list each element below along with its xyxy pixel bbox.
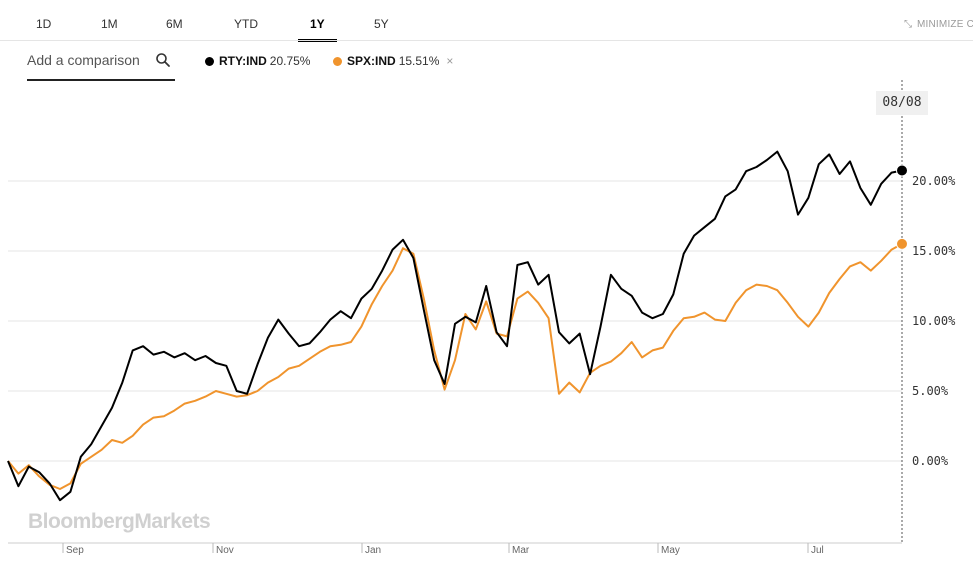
x-tick-label: May (661, 545, 680, 556)
legend-item-spx: SPX:IND 15.51% × (333, 54, 453, 68)
legend-symbol: SPX:IND (347, 54, 396, 68)
legend-change: 15.51% (398, 54, 440, 68)
rty-dot-icon (205, 57, 214, 66)
y-tick-label: 0.00% (912, 454, 949, 468)
comparison-input-placeholder[interactable]: Add a comparison (27, 52, 140, 68)
series-line-rty (7, 150, 903, 502)
y-tick-label: 20.00% (912, 174, 956, 188)
crosshair-date-label: 08/08 (876, 91, 928, 115)
x-tick-label: Jan (365, 545, 381, 556)
search-icon[interactable] (155, 52, 171, 68)
series-end-marker-rty (896, 164, 908, 177)
x-tick-label: Nov (216, 545, 234, 556)
tab-ytd[interactable]: YTD (234, 17, 258, 31)
y-tick-label: 10.00% (912, 314, 956, 328)
tab-5y[interactable]: 5Y (374, 17, 389, 31)
tab-1m[interactable]: 1M (101, 17, 118, 31)
tab-divider (0, 40, 973, 41)
y-tick-label: 5.00% (912, 384, 949, 398)
minimize-button[interactable]: ⤡ MINIMIZE C (904, 19, 973, 30)
remove-comparison-icon[interactable]: × (446, 54, 454, 68)
legend-symbol: RTY:IND (219, 54, 267, 68)
y-tick-label: 15.00% (912, 244, 956, 258)
series-end-marker-spx (896, 237, 908, 250)
x-tick-label: Sep (66, 545, 84, 556)
minimize-label: MINIMIZE C (917, 19, 973, 30)
x-tick-label: Jul (811, 545, 824, 556)
collapse-arrows-icon: ⤡ (904, 19, 913, 30)
legend-item-rty: RTY:IND 20.75% (205, 54, 310, 68)
comparison-search[interactable]: Add a comparison (27, 46, 175, 81)
series-line-spx (7, 243, 903, 490)
spx-dot-icon (333, 57, 342, 66)
x-tick-label: Mar (512, 545, 530, 556)
tab-1d[interactable]: 1D (36, 17, 52, 31)
bloomberg-markets-logo: BloombergMarkets (28, 510, 211, 533)
legend-change: 20.75% (269, 54, 311, 68)
range-tabs: 1D 1M 6M YTD 1Y 5Y (0, 0, 973, 42)
tab-6m[interactable]: 6M (166, 17, 183, 31)
